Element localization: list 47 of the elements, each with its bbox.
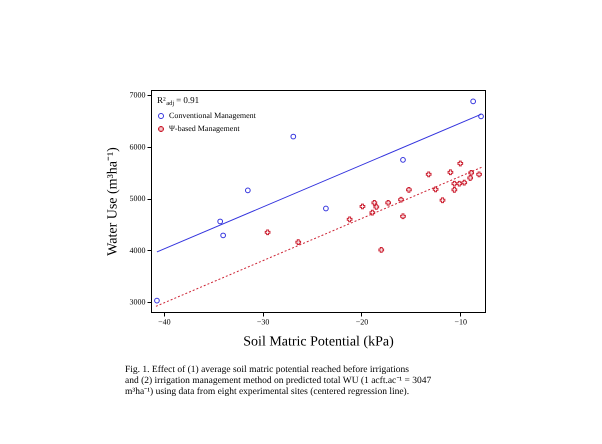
point [398, 196, 404, 203]
point [476, 172, 482, 178]
point [440, 197, 446, 204]
point [373, 204, 380, 210]
point [461, 180, 468, 186]
point [452, 180, 458, 187]
y-tick-label: 7000 [130, 90, 146, 100]
point [457, 160, 464, 166]
legend-label: Ψ-based Management [169, 124, 240, 133]
point [400, 157, 406, 163]
y-tick-label: 3000 [130, 298, 146, 307]
point [360, 204, 366, 210]
point [220, 232, 226, 238]
y-tick-label: 6000 [130, 142, 146, 152]
point [264, 229, 270, 236]
point [295, 239, 302, 245]
point [478, 114, 484, 120]
x-tick-label: −30 [256, 318, 270, 326]
point [217, 218, 224, 224]
point [290, 134, 296, 140]
point [400, 213, 406, 220]
point [467, 175, 474, 181]
x-tick-label: −10 [454, 318, 468, 326]
y-tick-label: 5000 [130, 194, 146, 204]
x-tick-label: −20 [356, 318, 368, 326]
caption: Fig. 1. Effect of (1) average soil matric potential reached before irrigations and (2) irrigation management method on predicted total WU (1 acft.ac⁻¹ = 3047 m³ha⁻¹) using data from eight experimental sites (centered regression line). [125, 365, 432, 397]
point [432, 186, 438, 192]
legend-label: Conventional Management [169, 111, 257, 120]
point [385, 200, 392, 206]
point [426, 172, 432, 178]
point [370, 210, 376, 216]
point [452, 187, 458, 193]
point [406, 187, 412, 193]
y-tick-label: 4000 [130, 246, 146, 255]
point [371, 200, 378, 206]
point [468, 170, 474, 176]
point [378, 247, 384, 253]
x-axis-title: Soil Matric Potential (kPa) [243, 334, 394, 350]
point [244, 188, 251, 194]
point [323, 206, 329, 212]
point [346, 216, 352, 222]
point [456, 180, 462, 187]
point [448, 169, 454, 176]
point [154, 298, 160, 304]
x-tick-label: −40 [158, 318, 171, 326]
y-axis-title: Water Use (m³ha⁻¹) [106, 146, 120, 256]
point [470, 98, 476, 104]
